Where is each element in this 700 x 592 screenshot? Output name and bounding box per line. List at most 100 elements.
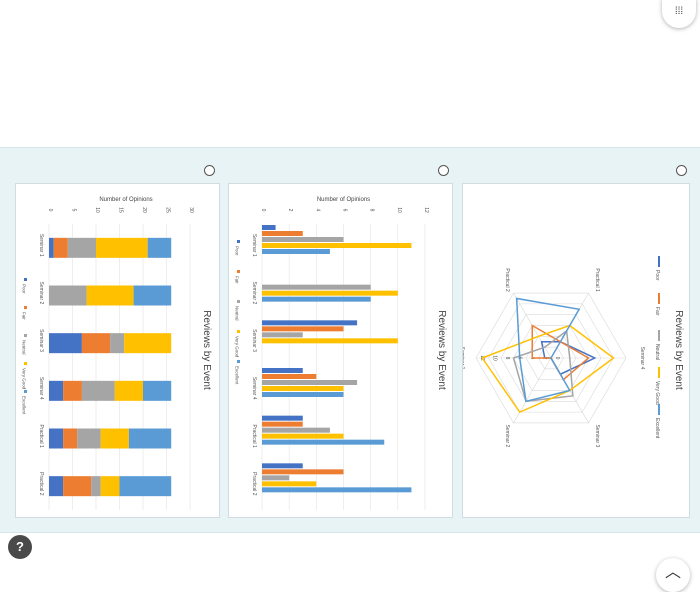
bar-category-label-0: Seminar 1 [251,234,257,257]
bar-tick-5: 10 [396,207,402,213]
chart-card-stacked[interactable]: Reviews by Event Number of Opinions 0 5 10 15… [15,183,220,518]
stacked-legend-label-3: Very Good [22,368,27,390]
bar-4-0 [262,415,303,421]
stacked-segment-0-2 [67,237,96,258]
bar-3-3 [262,386,344,391]
stacked-segment-0-1 [53,237,68,258]
radar-axis-label-0: Seminar 1 [463,347,465,370]
bar-2-2 [262,332,303,338]
bar-4-2 [262,427,330,433]
stacked-segment-3-0 [49,380,64,401]
stacked-category-label-4: Practical 1 [38,425,44,449]
stacked-segment-3-3 [114,380,143,401]
stacked-segment-2-0 [49,333,82,354]
bar-3-4 [262,392,344,397]
stacked-legend-label-0: Poor [22,284,27,294]
bar-4-1 [262,421,303,427]
stacked-segment-1-4 [133,285,172,306]
bar-category-label-2: Seminar 3 [251,329,257,352]
stacked-segment-3-4 [143,380,172,401]
bar-4-3 [262,433,344,439]
bar-1-4 [262,296,371,302]
bar-x-axis-title: Number of Opinions [317,197,370,203]
legend-label-0: Poor [654,270,660,281]
help-button[interactable]: ? [8,535,32,559]
bar-3-1 [262,374,317,379]
stacked-legend-swatch-0 [24,278,27,281]
bar-2-1 [262,326,344,332]
stacked-legend-label-2: Neutral [22,340,27,355]
stacked-segment-5-4 [119,476,172,497]
stacked-bar-chart: Reviews by Event Number of Opinions 0 5 10 15… [22,197,212,510]
bar-1-2 [262,284,371,290]
bar-5-1 [262,469,344,475]
bar-legend-swatch-0 [237,240,240,243]
bar-0-2 [262,237,344,242]
stacked-segment-3-2 [81,380,115,401]
radar-series-4 [515,297,581,403]
option-radio-bar[interactable] [438,165,449,176]
stacked-chart-title: Reviews by Event [201,310,212,390]
stacked-category-label-0: Seminar 1 [38,234,44,257]
stacked-segment-1-2 [49,285,87,306]
grid-icon: ⁞⁞⁞ [674,6,684,17]
legend-label-1: Fair [654,307,660,316]
radar-axis-label-1: Seminar 2 [504,425,510,448]
bar-0-4 [262,249,330,254]
option-radio-stacked[interactable] [204,165,215,176]
bar-3-0 [262,368,303,373]
bar-chart-title: Reviews by Event [436,310,447,390]
grid-menu-button[interactable]: ⁞⁞⁞ [662,0,696,28]
bar-0-0 [262,225,276,230]
bar-legend-label-1: Fair [235,276,240,284]
bar-tick-2: 4 [314,209,320,212]
bar-5-0 [262,463,303,469]
stacked-segment-4-4 [128,428,172,449]
stacked-legend-swatch-2 [24,334,27,337]
stacked-tick-6: 30 [188,207,194,213]
stacked-legend-label-1: Fair [22,312,27,320]
bar-category-label-5: Practical 2 [251,472,257,496]
stacked-segment-5-1 [63,476,92,497]
stacked-segment-5-0 [49,476,64,497]
stacked-category-label-5: Practical 2 [38,472,44,496]
chevron-up-icon: ︿ [664,564,681,581]
stacked-segment-4-2 [77,428,101,449]
stacked-segment-3-1 [63,380,82,401]
stacked-segment-2-3 [124,333,172,354]
radar-axis-label-4: Practical 1 [594,268,600,292]
radar-tick-4: 8 [504,357,510,360]
radar-axis-label-2: Seminar 3 [594,425,600,448]
scroll-up-button[interactable]: ︿ [656,558,690,592]
chart-card-bar[interactable]: Reviews by Event Number of Opinions 0 2 4 6 8 1… [228,183,453,518]
bar-legend-label-3: Very Good [235,336,240,358]
stacked-legend-swatch-1 [24,306,27,309]
bar-5-3 [262,481,317,487]
help-icon: ? [16,539,24,554]
option-radio-radar[interactable] [676,165,687,176]
radar-tick-5: 10 [492,355,498,361]
stacked-tick-2: 10 [94,207,100,213]
stacked-tick-5: 25 [165,207,171,213]
stacked-category-label-2: Seminar 3 [38,329,44,352]
bar-legend-swatch-2 [237,300,240,303]
bar-category-label-3: Seminar 4 [251,377,257,400]
bar-tick-6: 12 [423,207,429,213]
radar-chart: Reviews by Event Poor Fair Neutral Very Good… [459,256,684,448]
stacked-segment-0-3 [96,237,148,258]
bar-legend-label-2: Neutral [235,306,240,321]
bar-tick-3: 6 [342,209,348,212]
stacked-tick-3: 15 [118,207,124,213]
legend-label-4: Excellent [654,418,660,439]
chart-card-radar[interactable]: Reviews by Event Poor Fair Neutral Very Good… [459,183,690,518]
stacked-segment-4-0 [49,428,64,449]
stacked-segment-2-1 [81,333,111,354]
bar-legend-swatch-3 [237,330,240,333]
stacked-segment-4-1 [63,428,78,449]
stacked-segment-1-3 [86,285,134,306]
stacked-segment-5-3 [100,476,120,497]
bar-3-2 [262,380,358,385]
radar-axis-label-5: Practical 2 [504,268,510,292]
bar-legend-label-0: Poor [235,246,240,256]
bar-legend-swatch-4 [237,360,240,363]
